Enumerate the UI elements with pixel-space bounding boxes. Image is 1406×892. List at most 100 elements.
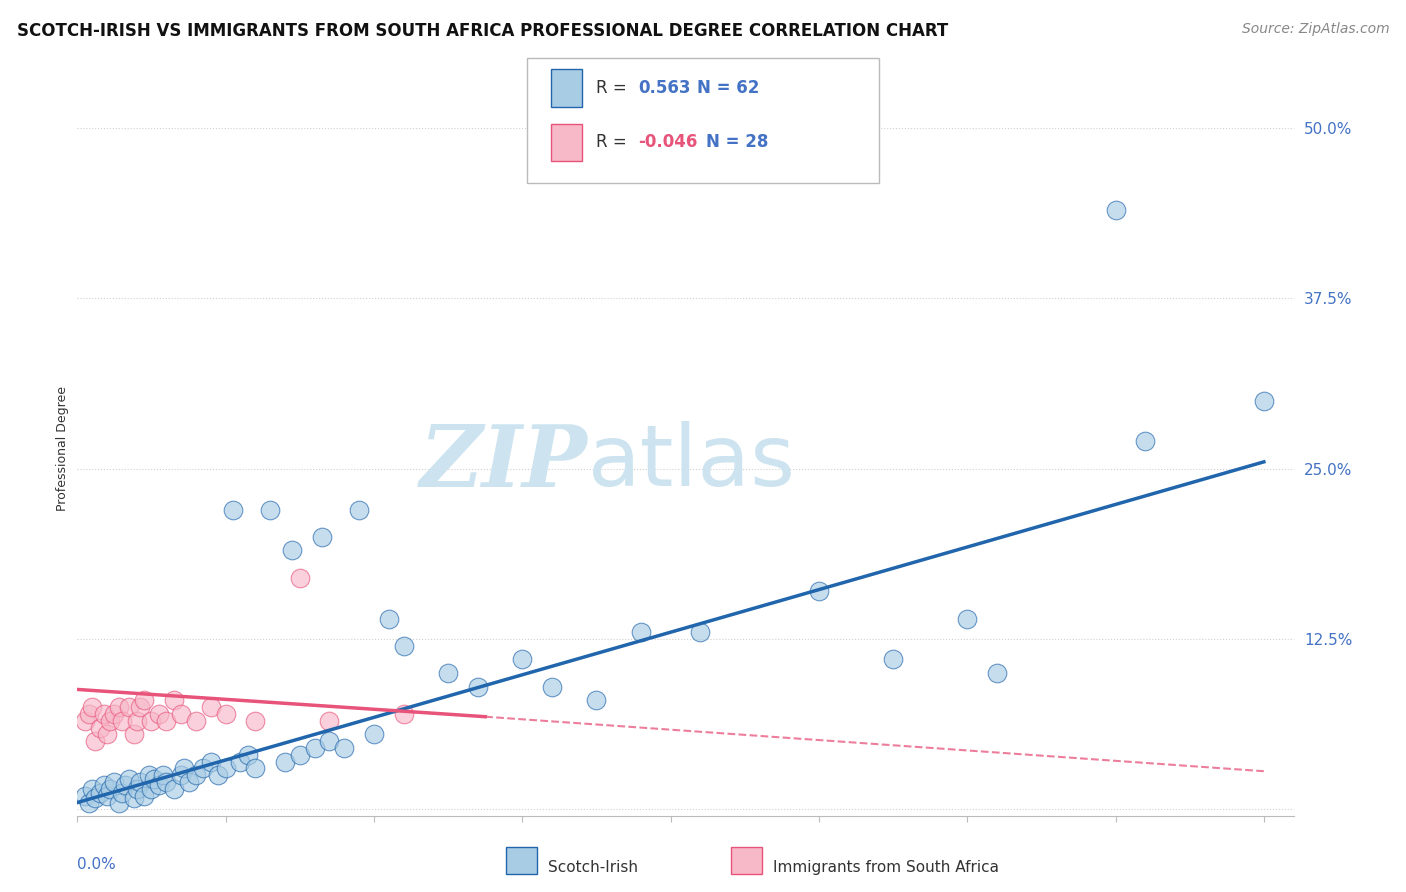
Point [392, 706, 415, 721]
Point [77, 706, 100, 721]
Point [184, 714, 207, 728]
Point [200, 700, 222, 714]
Point [986, 666, 1008, 681]
Point [84, 734, 107, 748]
Point [585, 693, 607, 707]
Point [200, 755, 222, 769]
Point [333, 741, 356, 756]
Point [108, 796, 131, 810]
Point [118, 700, 141, 714]
Point [111, 714, 134, 728]
Text: N = 28: N = 28 [706, 133, 768, 152]
Point [163, 781, 186, 796]
Point [363, 727, 385, 741]
Point [1253, 393, 1275, 408]
Point [108, 700, 131, 714]
Text: Immigrants from South Africa: Immigrants from South Africa [773, 860, 1000, 874]
Point [98, 714, 121, 728]
Point [163, 693, 186, 707]
Point [93, 778, 115, 792]
Point [245, 762, 267, 776]
Point [111, 786, 134, 800]
Point [214, 762, 236, 776]
Text: ZIP: ZIP [420, 421, 588, 505]
Point [236, 747, 259, 762]
Point [148, 706, 170, 721]
Point [882, 652, 904, 666]
Point [96, 727, 118, 741]
Point [207, 768, 229, 782]
Point [304, 741, 326, 756]
Point [222, 502, 245, 516]
Point [245, 714, 267, 728]
Text: N = 62: N = 62 [697, 78, 759, 96]
Point [82, 700, 104, 714]
Point [281, 543, 304, 558]
Point [193, 762, 215, 776]
Point [125, 781, 148, 796]
Point [274, 755, 297, 769]
Point [347, 502, 370, 516]
Point [177, 775, 200, 789]
Point [155, 714, 177, 728]
Point [96, 789, 118, 803]
Point [214, 706, 236, 721]
Point [132, 789, 155, 803]
Point [392, 639, 415, 653]
Point [689, 625, 711, 640]
Point [1135, 434, 1157, 449]
Point [318, 734, 340, 748]
Text: 0.563: 0.563 [638, 78, 690, 96]
Point [378, 611, 401, 625]
Point [103, 775, 125, 789]
Text: Source: ZipAtlas.com: Source: ZipAtlas.com [1241, 22, 1389, 37]
Text: SCOTCH-IRISH VS IMMIGRANTS FROM SOUTH AFRICA PROFESSIONAL DEGREE CORRELATION CHA: SCOTCH-IRISH VS IMMIGRANTS FROM SOUTH AF… [17, 22, 948, 40]
Point [229, 755, 252, 769]
Point [311, 530, 333, 544]
Point [541, 680, 564, 694]
Point [84, 791, 107, 805]
Point [128, 700, 150, 714]
Point [1104, 202, 1126, 217]
Point [141, 781, 163, 796]
Point [77, 796, 100, 810]
Text: 0.0%: 0.0% [77, 856, 117, 871]
Point [170, 706, 193, 721]
Point [318, 714, 340, 728]
Y-axis label: Professional Degree: Professional Degree [56, 385, 69, 511]
Point [148, 778, 170, 792]
Point [288, 747, 311, 762]
Point [118, 772, 141, 787]
Point [259, 502, 281, 516]
Point [184, 768, 207, 782]
Point [125, 714, 148, 728]
Point [122, 727, 145, 741]
Point [956, 611, 979, 625]
Point [122, 791, 145, 805]
Point [807, 584, 830, 599]
Point [89, 721, 111, 735]
Point [170, 768, 193, 782]
Point [510, 652, 533, 666]
Text: R =: R = [596, 78, 633, 96]
Point [138, 768, 160, 782]
Point [437, 666, 460, 681]
Text: R =: R = [596, 133, 633, 152]
Point [93, 706, 115, 721]
Point [73, 714, 96, 728]
Text: Scotch-Irish: Scotch-Irish [548, 860, 638, 874]
Point [128, 775, 150, 789]
Point [73, 789, 96, 803]
Point [467, 680, 489, 694]
Point [141, 714, 163, 728]
Point [89, 786, 111, 800]
Point [143, 772, 166, 787]
Point [155, 775, 177, 789]
Point [152, 768, 174, 782]
Text: atlas: atlas [588, 421, 796, 505]
Point [82, 781, 104, 796]
Point [98, 781, 121, 796]
Text: -0.046: -0.046 [638, 133, 697, 152]
Point [114, 778, 136, 792]
Point [103, 706, 125, 721]
